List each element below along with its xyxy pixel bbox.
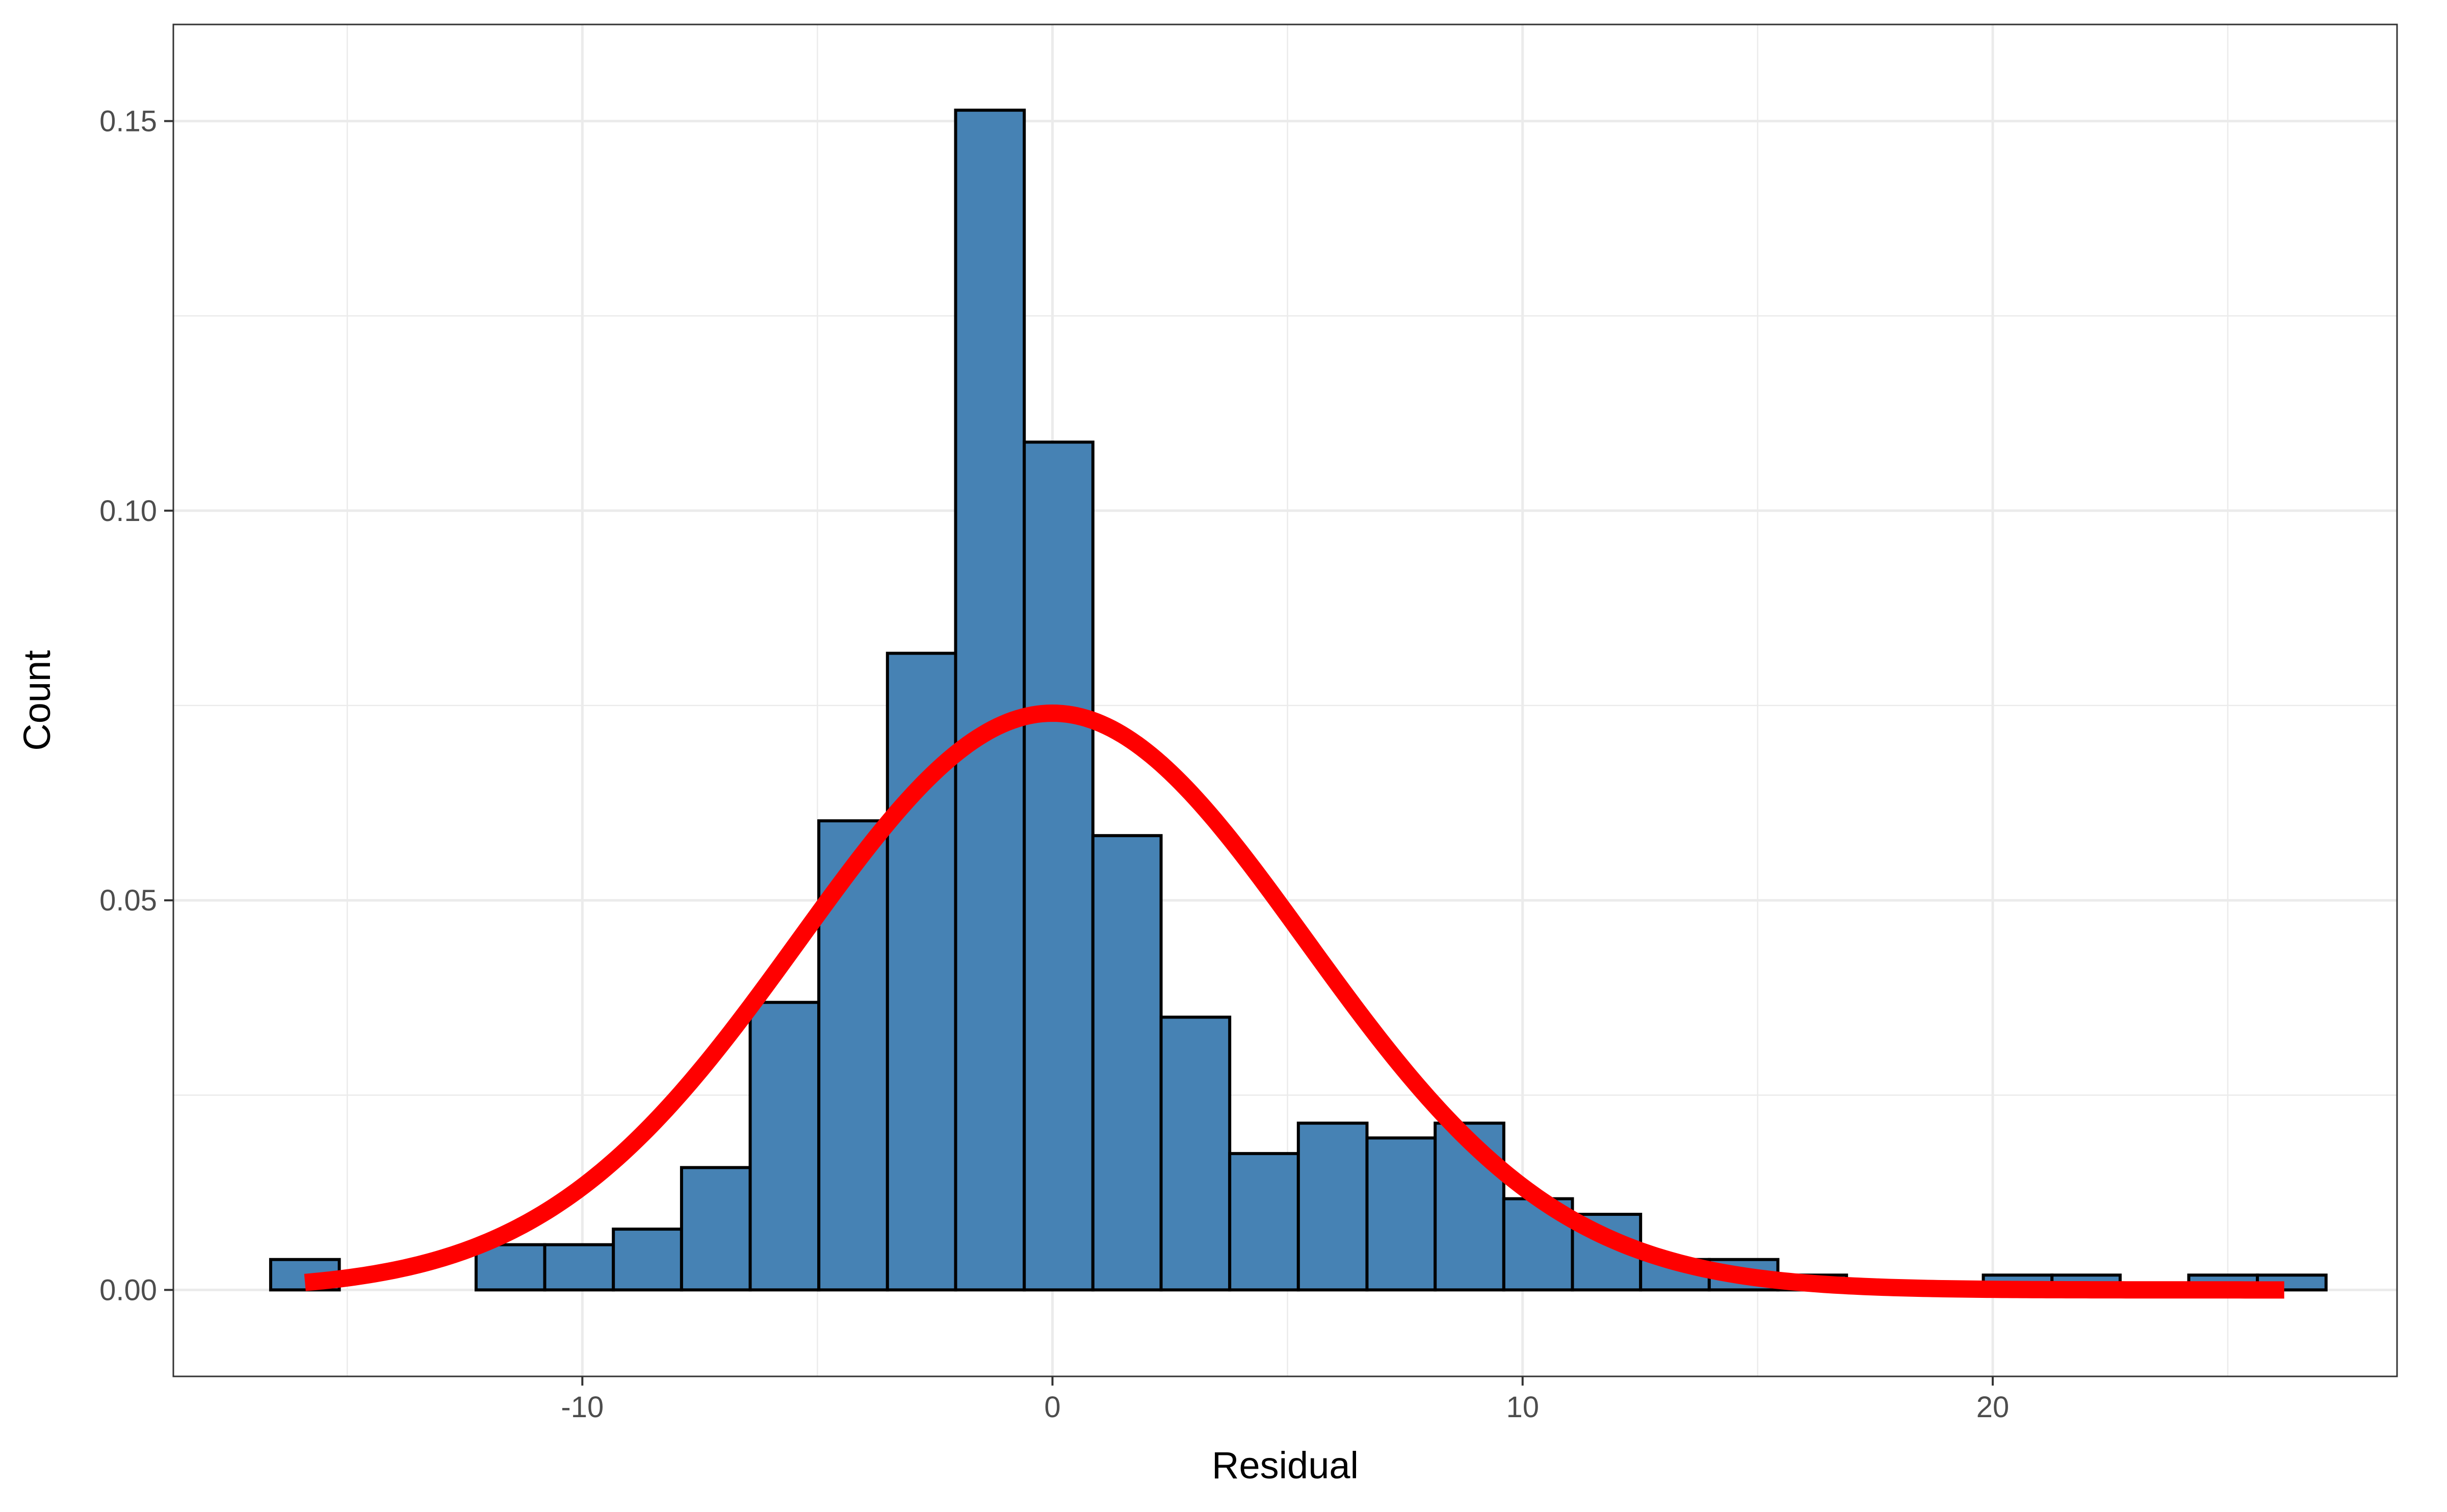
panel-border	[172, 23, 2398, 1377]
normal-density-curve	[301, 704, 2288, 1299]
histogram-bar	[612, 1228, 683, 1292]
histogram-bar	[1159, 1015, 1232, 1292]
x-tick-label: -10	[561, 1391, 604, 1424]
histogram-bar	[1091, 834, 1163, 1292]
histogram-bar	[1296, 1122, 1369, 1292]
y-tick-label: 0.00	[99, 1273, 157, 1307]
histogram-bar	[1365, 1136, 1437, 1292]
x-tick-label: 20	[1976, 1391, 2010, 1424]
x-axis: -10 0 10 20	[561, 1376, 2009, 1424]
histogram-bar	[474, 1243, 546, 1292]
y-tick-label: 0.15	[99, 105, 157, 138]
minor-gridlines	[173, 24, 2397, 1376]
y-axis-title: Count	[16, 650, 58, 751]
x-tick-label: 10	[1506, 1391, 1539, 1424]
y-tick-label: 0.10	[99, 494, 157, 528]
histogram-bar	[954, 109, 1026, 1292]
histogram-bar	[1228, 1152, 1300, 1292]
histogram-bar	[886, 651, 957, 1292]
histogram-bar	[1023, 440, 1095, 1292]
x-tick-label: 0	[1044, 1391, 1060, 1424]
y-tick-label: 0.05	[99, 884, 157, 917]
y-axis: 0.00 0.05 0.10 0.15	[99, 105, 173, 1307]
histogram-bars	[269, 109, 2328, 1292]
histogram-bar	[680, 1166, 752, 1292]
x-axis-title: Residual	[1212, 1444, 1359, 1487]
histogram-bar	[543, 1243, 615, 1292]
histogram-bar	[748, 1001, 821, 1292]
